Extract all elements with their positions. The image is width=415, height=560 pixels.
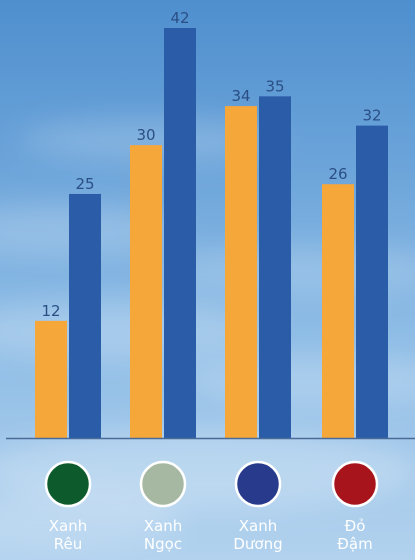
bar-s1-c3 (225, 106, 257, 438)
bar-s1-c2 (130, 145, 162, 438)
data-label-s2-c4: 32 (362, 107, 381, 125)
category-label-2-line2: Ngọc (144, 535, 182, 553)
bar-s1-c1 (35, 320, 67, 438)
category-label-3-line2: Dương (233, 535, 282, 553)
data-label-s1-c4: 26 (328, 165, 347, 183)
bar-s1-c4 (322, 184, 354, 438)
color-swatch-4 (331, 460, 379, 508)
category-label-2-line1: Xanh (144, 517, 182, 535)
bar-s2-c2 (164, 28, 196, 438)
color-swatch-1 (44, 460, 92, 508)
data-label-s2-c3: 35 (265, 77, 284, 95)
category-label-4-line2: Đậm (337, 535, 372, 553)
category-label-4-line1: Đỏ (345, 517, 366, 535)
category-label-1-line2: Rêu (54, 535, 82, 553)
bar-s2-c4 (356, 125, 388, 438)
color-swatch-3 (234, 460, 282, 508)
data-label-s1-c3: 34 (231, 87, 250, 105)
category-label-3-line1: Xanh (239, 517, 277, 535)
category-label-1-line1: Xanh (49, 517, 87, 535)
data-label-s2-c1: 25 (75, 175, 94, 193)
bar-s2-c1 (69, 193, 101, 438)
bar-s2-c3 (259, 96, 291, 438)
data-label-s2-c2: 42 (170, 9, 189, 27)
data-label-s1-c1: 12 (41, 302, 60, 320)
data-label-s1-c2: 30 (136, 126, 155, 144)
color-swatch-2 (139, 460, 187, 508)
